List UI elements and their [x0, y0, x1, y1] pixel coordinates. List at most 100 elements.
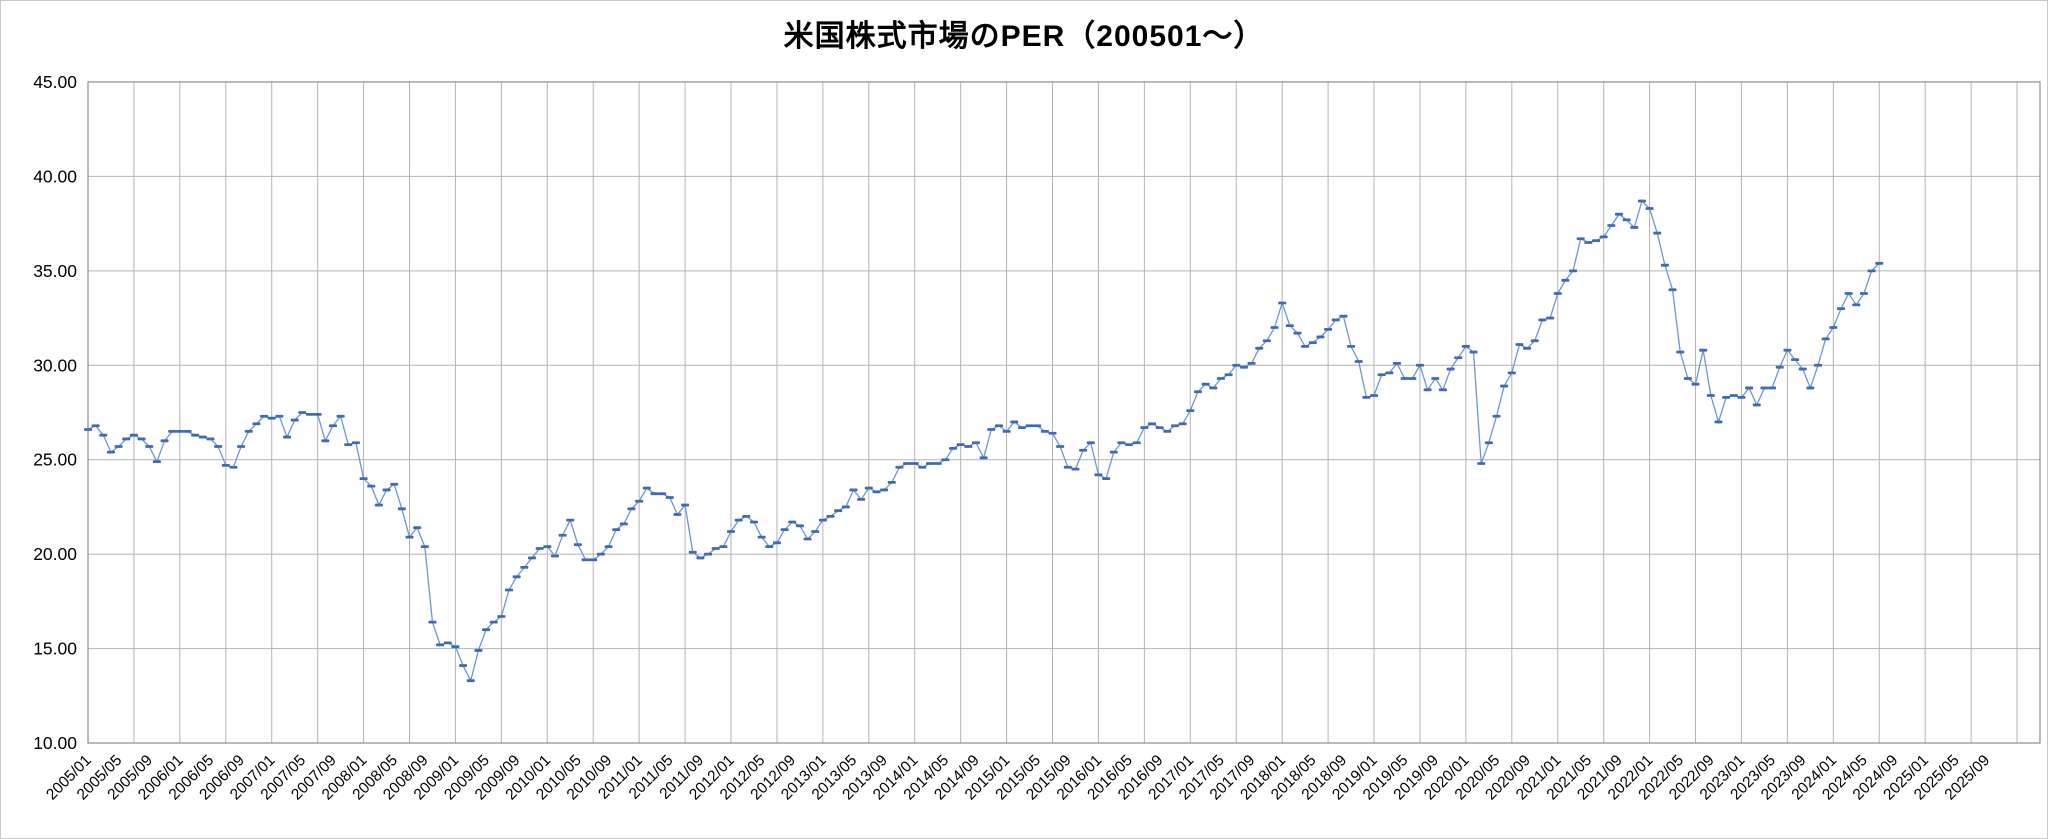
data-marker	[688, 550, 697, 554]
data-marker	[1079, 448, 1088, 452]
y-axis-label: 45.00	[33, 72, 77, 92]
data-marker	[910, 462, 919, 465]
data-marker	[535, 547, 544, 550]
data-marker	[1308, 341, 1317, 345]
data-marker	[1071, 467, 1080, 471]
data-marker	[550, 554, 559, 558]
chart-title: 米国株式市場のPER（200501～）	[783, 20, 1265, 53]
data-marker	[956, 443, 965, 447]
data-marker	[1033, 424, 1042, 428]
data-marker	[589, 558, 598, 562]
data-marker	[221, 463, 230, 467]
data-marker	[1438, 388, 1447, 392]
data-marker	[1385, 371, 1394, 375]
data-marker	[895, 465, 904, 469]
data-marker	[290, 418, 299, 422]
data-marker	[1783, 348, 1792, 352]
data-marker	[696, 556, 705, 560]
data-marker	[336, 414, 345, 418]
data-marker	[1637, 199, 1646, 203]
data-marker	[1706, 394, 1715, 397]
y-axis-label: 15.00	[33, 639, 77, 659]
data-marker	[596, 552, 605, 556]
data-marker	[275, 414, 284, 418]
data-marker	[527, 556, 536, 560]
data-marker	[152, 460, 161, 464]
data-marker	[305, 412, 314, 416]
data-marker	[1423, 388, 1432, 392]
data-marker	[543, 545, 552, 548]
data-marker	[1576, 237, 1585, 241]
data-marker	[604, 545, 613, 548]
y-axis-label: 30.00	[33, 355, 77, 375]
data-marker	[1370, 394, 1379, 397]
data-marker	[1875, 261, 1884, 265]
data-marker	[397, 507, 406, 511]
data-marker	[903, 462, 912, 465]
data-marker	[1867, 269, 1876, 273]
data-marker	[1408, 377, 1417, 380]
data-marker	[1056, 445, 1065, 448]
data-marker	[1859, 292, 1868, 295]
data-marker	[160, 439, 169, 443]
data-marker	[1025, 424, 1034, 428]
data-marker	[122, 437, 131, 441]
data-marker	[1010, 420, 1019, 424]
data-marker	[183, 429, 192, 433]
data-marker	[1285, 324, 1294, 328]
data-marker	[933, 462, 942, 465]
data-marker	[872, 490, 881, 494]
data-marker	[612, 528, 621, 531]
data-marker	[1446, 367, 1455, 371]
data-marker	[237, 445, 246, 448]
data-marker	[627, 507, 636, 511]
data-marker	[1377, 373, 1386, 377]
data-marker	[99, 433, 108, 437]
data-marker	[719, 545, 728, 548]
data-marker	[841, 505, 850, 509]
data-marker	[91, 424, 100, 428]
data-marker	[443, 641, 452, 645]
data-marker	[1140, 426, 1149, 430]
data-marker	[803, 537, 812, 541]
data-marker	[1186, 409, 1195, 413]
data-marker	[1760, 386, 1769, 390]
data-marker	[987, 428, 996, 431]
data-marker	[1752, 403, 1761, 407]
data-marker	[1392, 361, 1401, 365]
data-marker	[1691, 382, 1700, 386]
data-marker	[780, 528, 789, 531]
data-marker	[918, 465, 927, 469]
data-marker	[711, 547, 720, 550]
data-marker	[1546, 316, 1555, 320]
data-marker	[765, 545, 774, 548]
data-marker	[964, 445, 973, 448]
data-marker	[619, 522, 628, 526]
data-line	[87, 199, 1880, 683]
data-marker	[558, 533, 567, 537]
data-marker	[880, 488, 889, 492]
data-marker	[1163, 429, 1172, 433]
data-marker	[1630, 226, 1639, 229]
data-marker	[811, 530, 820, 533]
data-marker	[665, 496, 674, 499]
data-marker	[1806, 386, 1815, 390]
data-marker	[191, 433, 200, 437]
data-marker	[145, 445, 154, 448]
data-marker	[1538, 318, 1547, 322]
data-marker	[979, 456, 988, 460]
data-marker	[1477, 462, 1486, 465]
data-marker	[114, 445, 123, 448]
data-marker	[1722, 395, 1731, 399]
data-marker	[1798, 367, 1807, 371]
data-marker	[214, 445, 223, 448]
data-marker	[749, 520, 758, 524]
data-marker	[175, 429, 184, 433]
data-marker	[1768, 386, 1777, 390]
y-axis-label: 25.00	[33, 450, 77, 470]
data-marker	[849, 488, 858, 492]
data-marker	[1645, 207, 1654, 210]
data-marker	[1676, 350, 1685, 354]
data-marker	[1829, 326, 1838, 329]
data-marker	[390, 482, 399, 486]
